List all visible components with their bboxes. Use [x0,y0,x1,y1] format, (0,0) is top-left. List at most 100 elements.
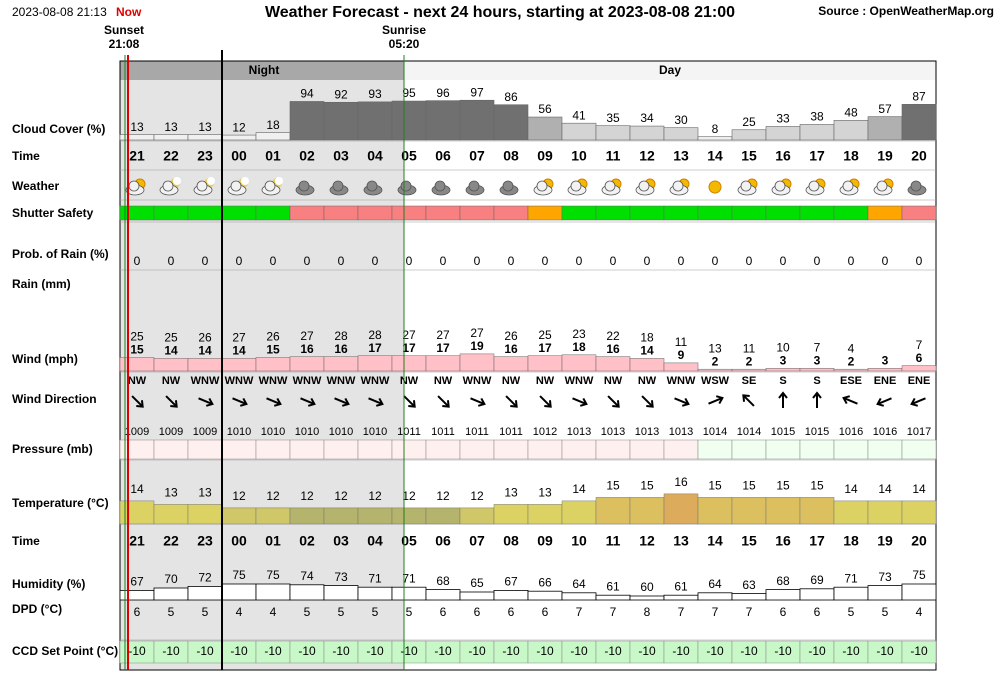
humidity-value: 73 [878,570,892,584]
pressure-value: 1014 [703,426,727,438]
weather-icon [397,180,417,196]
cloud [400,180,412,192]
cloud-bar [357,101,393,141]
dpd-value: 5 [372,605,379,619]
pressure-value: 1016 [873,426,897,438]
shutter-cell [527,205,563,221]
wind-direction: WNW [463,375,492,387]
wind-arrow [266,397,282,407]
shutter-cell [493,205,529,221]
rain-probability: 0 [712,254,719,268]
rain-probability: 0 [338,254,345,268]
wind-arrow [131,395,144,408]
humidity-box [527,590,563,601]
ccd-value: -10 [876,644,894,658]
wind-arrow [607,395,620,408]
wind-bar [289,356,325,372]
temperature-value: 13 [504,486,518,500]
ccd-value: -10 [910,644,928,658]
day-band [404,61,936,80]
cloud-value: 38 [810,110,824,124]
wind-direction: ESE [840,375,862,387]
wind-speed: 2 [712,354,719,368]
hour: 02 [299,148,315,164]
wind-direction: WNW [327,375,356,387]
hour: 15 [741,148,757,164]
wind-direction: WNW [225,375,254,387]
humidity-value: 61 [674,579,688,593]
hour: 14 [707,148,723,164]
humidity-box [357,586,393,601]
rain-probability: 0 [814,254,821,268]
temperature-value: 14 [844,482,858,496]
weather-icon [431,180,451,196]
temperature-value: 13 [164,486,178,500]
wind-gust: 26 [504,329,518,343]
wind-arrow [641,395,654,408]
arrow-head [579,397,588,407]
cloud [332,180,344,192]
dpd-value: 7 [746,605,753,619]
arrow-shaft [266,397,280,405]
weather-icon [465,180,485,196]
temperature-bar [357,507,393,525]
shutter-cell [221,205,257,221]
hour: 09 [537,533,553,549]
wind-gust: 28 [368,328,382,342]
dpd-value: 5 [406,605,413,619]
wind-bar [255,357,291,372]
wind-bar [323,356,359,372]
cloud-value: 33 [776,112,790,126]
hour: 12 [639,533,655,549]
shutter-cell [255,205,291,221]
dpd-value: 4 [270,605,277,619]
wind-bar [221,358,257,372]
cloud-bar [289,101,325,141]
wind-speed: 2 [746,354,753,368]
wind-speed: 2 [848,354,855,368]
shutter-cell [901,205,937,221]
wind-arrow [876,397,892,407]
wind-gust: 23 [572,327,586,341]
hour: 18 [843,148,859,164]
wind-speed: 16 [504,342,518,356]
hour: 06 [435,533,451,549]
rain-probability: 0 [576,254,583,268]
hour: 13 [673,148,689,164]
cloud-value: 8 [712,122,719,136]
dpd-value: 6 [474,605,481,619]
cloud-bar [901,104,937,141]
arrow-head [715,395,724,405]
wind-bar [799,368,835,372]
hour: 16 [775,533,791,549]
humidity-box [459,591,495,601]
humidity-box [731,593,767,601]
cloud [230,180,242,192]
wind-bar [867,368,903,372]
wind-direction: NW [434,375,453,387]
temperature-bar [629,497,665,525]
dpd-value: 5 [304,605,311,619]
hour: 00 [231,533,247,549]
wind-gust: 27 [300,329,314,343]
arrow-head [307,397,316,407]
pressure-value: 1010 [261,426,285,438]
wind-gust: 11 [743,341,756,355]
shutter-cell [187,205,223,221]
cloud [502,180,514,192]
dpd-value: 6 [814,605,821,619]
wind-direction: NW [400,375,419,387]
wind-bar [561,354,597,372]
cloud-value: 41 [572,108,586,122]
arrow-head [408,400,416,408]
cloud-value: 56 [538,102,552,116]
shutter-cell [391,205,427,221]
cloud [672,180,684,192]
moon-cut [275,177,283,185]
temperature-bar [663,493,699,525]
cloud-value: 86 [504,90,518,104]
wind-arrow [470,397,486,407]
weather-icon [839,178,860,196]
wind-direction: WSW [701,375,730,387]
